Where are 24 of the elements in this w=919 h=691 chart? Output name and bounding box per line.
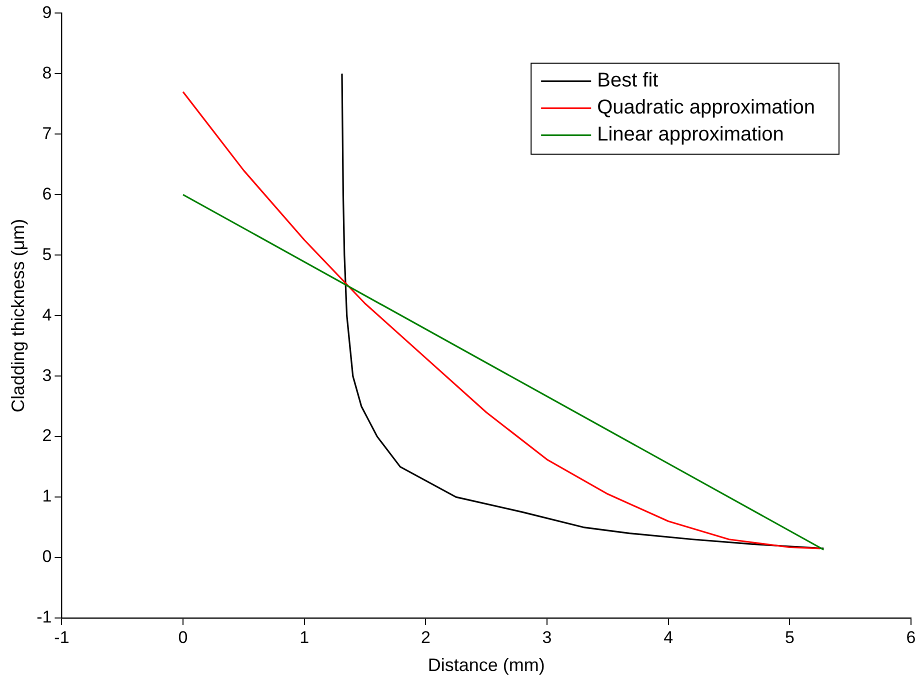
y-tick-label: 4 (42, 305, 52, 324)
x-tick-label: 4 (664, 628, 674, 647)
y-tick-label: 5 (42, 244, 52, 264)
y-tick-label: -1 (36, 608, 52, 627)
x-tick-label: -1 (54, 628, 70, 647)
y-tick-label: 8 (42, 63, 52, 82)
y-tick-label: 2 (42, 426, 52, 446)
legend-label: Best fit (597, 70, 659, 92)
legend-label: Quadratic approximation (597, 96, 815, 119)
y-tick-label: 3 (42, 366, 52, 385)
y-tick-label: 0 (42, 547, 52, 566)
x-tick-label: 5 (784, 628, 794, 647)
y-tick-label: 1 (42, 486, 52, 506)
y-tick-label: 6 (42, 184, 52, 204)
x-tick-label: 3 (542, 628, 552, 647)
y-axis-title: Cladding thickness (μm) (8, 218, 28, 412)
y-tick-label: 9 (42, 2, 52, 22)
x-tick-label: 2 (420, 628, 430, 647)
x-tick-label: 1 (300, 628, 310, 647)
x-tick-label: 0 (178, 628, 188, 647)
x-axis-title: Distance (mm) (428, 655, 545, 676)
x-tick-label: 6 (906, 628, 916, 647)
legend-label: Linear approximation (597, 124, 784, 146)
y-tick-label: 7 (42, 124, 52, 143)
